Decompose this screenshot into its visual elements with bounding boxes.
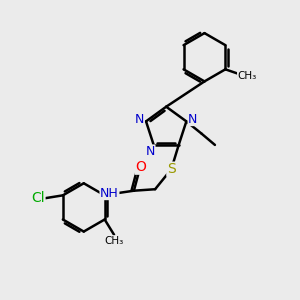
Text: N: N: [188, 112, 197, 125]
Text: CH₃: CH₃: [104, 236, 124, 246]
Text: Cl: Cl: [31, 191, 45, 205]
Text: N: N: [135, 113, 144, 126]
Text: NH: NH: [100, 187, 119, 200]
Text: N: N: [146, 145, 155, 158]
Text: S: S: [167, 162, 176, 176]
Text: O: O: [135, 160, 146, 174]
Text: CH₃: CH₃: [238, 71, 257, 81]
